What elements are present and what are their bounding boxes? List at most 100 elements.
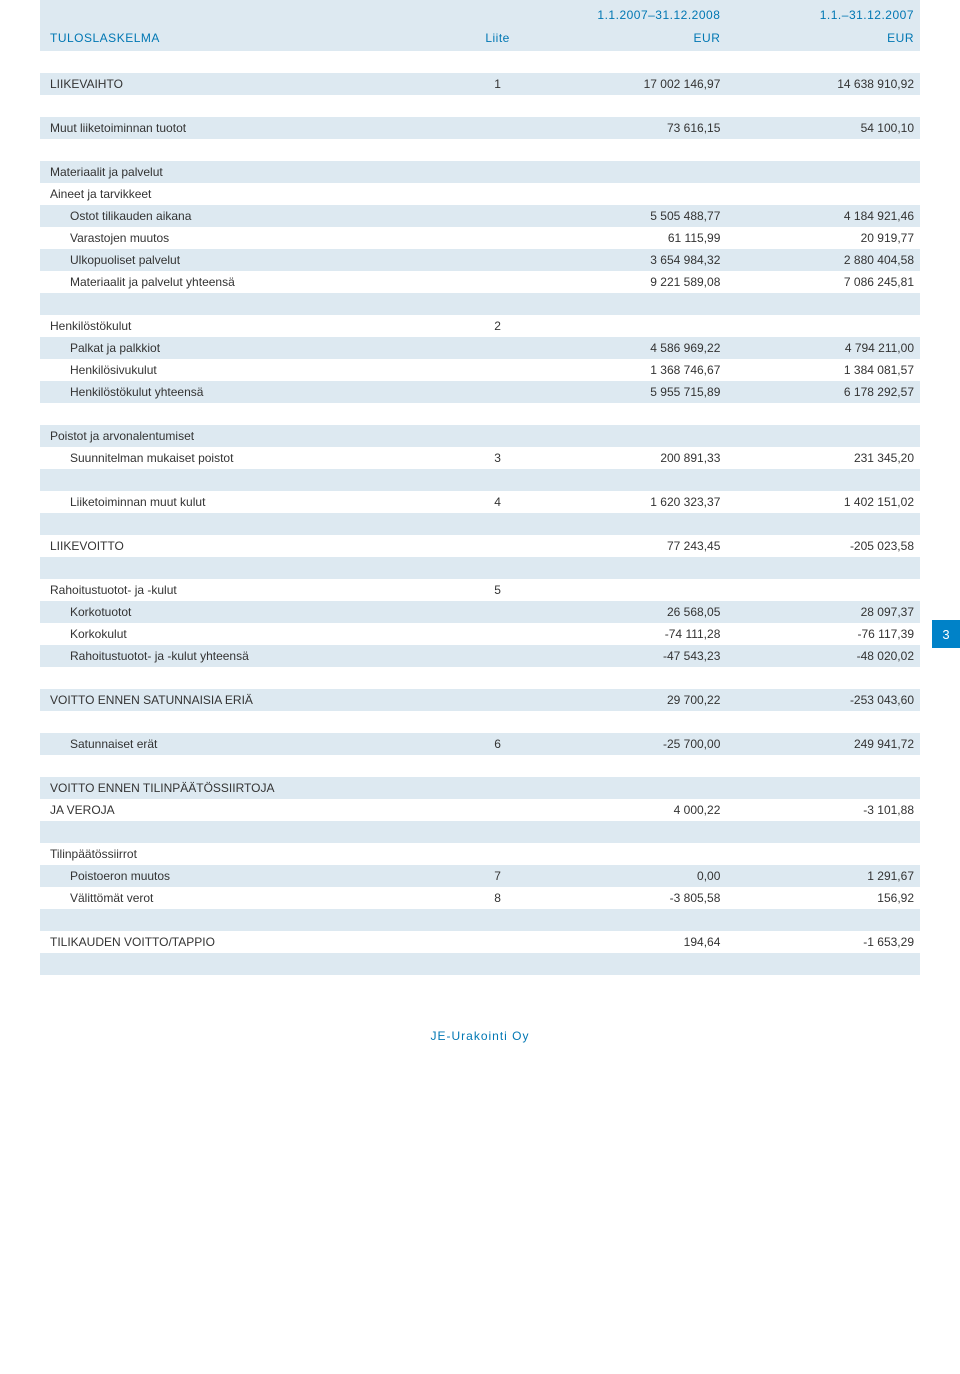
row-liite [462,293,532,315]
row-value1: 1 368 746,67 [533,359,727,381]
row-liite [462,931,532,953]
row-value2 [726,403,920,425]
row-value1: 61 115,99 [533,227,727,249]
row-label: JA VEROJA [40,799,462,821]
row-liite: 5 [462,579,532,601]
row-label: Ostot tilikauden aikana [40,205,462,227]
row-value1 [533,953,727,975]
row-value2 [726,667,920,689]
row-value2: -253 043,60 [726,689,920,711]
row-value2: 249 941,72 [726,733,920,755]
table-row: Satunnaiset erät6-25 700,00249 941,72 [40,733,920,755]
row-value2: -3 101,88 [726,799,920,821]
row-value2: -205 023,58 [726,535,920,557]
row-liite [462,359,532,381]
table-row [40,953,920,975]
row-liite [462,535,532,557]
footer-company: JE-Urakointi Oy [0,1029,960,1043]
row-liite [462,513,532,535]
row-label: Rahoitustuotot- ja -kulut [40,579,462,601]
row-liite [462,227,532,249]
row-liite [462,667,532,689]
row-value1: 9 221 589,08 [533,271,727,293]
row-value2: -76 117,39 [726,623,920,645]
table-row: LIIKEVOITTO77 243,45-205 023,58 [40,535,920,557]
table-row: Henkilösivukulut1 368 746,671 384 081,57 [40,359,920,381]
row-liite [462,755,532,777]
row-label [40,139,462,161]
table-header-row2: TULOSLASKELMA Liite EUR EUR [40,28,920,51]
row-label [40,469,462,491]
table-row [40,909,920,931]
row-value1 [533,183,727,205]
currency1-header: EUR [533,28,727,51]
row-label: Aineet ja tarvikkeet [40,183,462,205]
table-row: Liiketoiminnan muut kulut41 620 323,371 … [40,491,920,513]
row-label [40,711,462,733]
table-row: Rahoitustuotot- ja -kulut5 [40,579,920,601]
row-value1: 4 000,22 [533,799,727,821]
row-value1 [533,557,727,579]
row-liite [462,821,532,843]
row-value2 [726,909,920,931]
table-row: Korkokulut -74 111,28-76 117,39 [40,623,920,645]
row-value2 [726,579,920,601]
title-label: TULOSLASKELMA [40,28,462,51]
table-row: Palkat ja palkkiot4 586 969,224 794 211,… [40,337,920,359]
row-liite [462,975,532,997]
row-value2 [726,755,920,777]
row-liite [462,843,532,865]
row-label [40,557,462,579]
row-liite [462,953,532,975]
table-row: Materiaalit ja palvelut [40,161,920,183]
row-label: Korkokulut [40,623,462,645]
row-label [40,909,462,931]
row-liite [462,271,532,293]
table-row: Välittömät verot8-3 805,58156,92 [40,887,920,909]
table-row: JA VEROJA 4 000,22-3 101,88 [40,799,920,821]
row-label: Poistot ja arvonalentumiset [40,425,462,447]
table-row: Ulkopuoliset palvelut3 654 984,322 880 4… [40,249,920,271]
row-liite [462,777,532,799]
row-label: LIIKEVAIHTO [40,73,462,95]
row-value1 [533,975,727,997]
table-row [40,821,920,843]
row-value1: -74 111,28 [533,623,727,645]
row-value2: 156,92 [726,887,920,909]
row-label: Tilinpäätössiirrot [40,843,462,865]
table-row: Henkilöstökulut2 [40,315,920,337]
row-liite [462,425,532,447]
table-row: Suunnitelman mukaiset poistot3200 891,33… [40,447,920,469]
currency2-header: EUR [726,28,920,51]
row-value2: -48 020,02 [726,645,920,667]
row-label: Muut liiketoiminnan tuotot [40,117,462,139]
row-value2: 7 086 245,81 [726,271,920,293]
row-value2: 231 345,20 [726,447,920,469]
row-value1 [533,425,727,447]
row-value1 [533,777,727,799]
row-value2: 54 100,10 [726,117,920,139]
row-value1: 4 586 969,22 [533,337,727,359]
row-value1: 17 002 146,97 [533,73,727,95]
table-row [40,293,920,315]
table-row: TILIKAUDEN VOITTO/TAPPIO194,64-1 653,29 [40,931,920,953]
table-row: Henkilöstökulut yhteensä5 955 715,896 17… [40,381,920,403]
row-value1: 5 505 488,77 [533,205,727,227]
row-liite [462,689,532,711]
row-value2 [726,293,920,315]
row-label: Suunnitelman mukaiset poistot [40,447,462,469]
row-liite [462,205,532,227]
row-value2 [726,557,920,579]
row-label: Henkilöstökulut yhteensä [40,381,462,403]
row-liite [462,183,532,205]
row-value2: 1 384 081,57 [726,359,920,381]
row-value1: 5 955 715,89 [533,381,727,403]
row-value1 [533,315,727,337]
table-row [40,557,920,579]
row-value1 [533,293,727,315]
table-row: Materiaalit ja palvelut yhteensä9 221 58… [40,271,920,293]
row-value1 [533,95,727,117]
row-value1 [533,469,727,491]
row-liite [462,117,532,139]
row-label: Satunnaiset erät [40,733,462,755]
